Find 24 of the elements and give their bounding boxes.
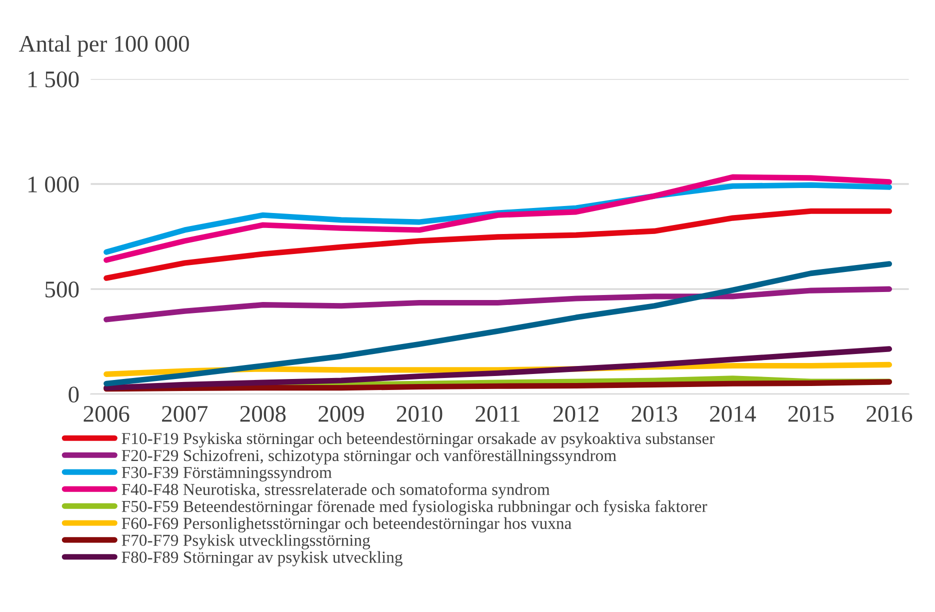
legend-label: F70-F79 Psykisk utvecklingsstörning [122,534,370,550]
x-tick-label: 2006 [84,406,130,422]
x-tick-label: 2011 [476,406,520,422]
x-tick-label: 2007 [162,406,208,422]
y-tick-label: 1 500 [28,71,79,88]
y-axis-title: Antal per 100 000 [18,35,189,57]
legend-label: F60-F69 Personlighetsstörningar och beteendestörningar hos vuxna [122,517,572,532]
y-tick-label: 0 [68,386,79,403]
x-tick-label: 2016 [866,406,912,422]
x-tick-label: 2014 [710,406,756,422]
legend-label: F40-F48 Neurotiska, stressrelaterade och somatoforma syndrom [122,483,550,498]
x-tick-label: 2015 [788,406,834,422]
y-tick-label: 1 000 [28,176,79,192]
legend-label: F10-F19 Psykiska störningar och beteendestörningar orsakade av psykoaktiva substanser [122,432,715,448]
legend-label: F80-F89 Störningar av psykisk utveckling [122,551,402,566]
legend-label: F20-F29 Schizofreni, schizotypa störningar och vanföreställningssyndrom [122,449,616,465]
x-tick-label: 2010 [396,406,442,422]
legend-label: F50-F59 Beteendestörningar förenade med fysiologiska rubbningar och fysiska faktorer [122,500,708,516]
x-tick-label: 2009 [318,406,364,422]
x-tick-label: 2008 [240,406,286,422]
legend-label: F30-F39 Förstämningssyndrom [122,466,332,482]
x-tick-label: 2012 [554,406,598,422]
x-tick-label: 2013 [632,406,678,422]
y-tick-label: 500 [46,282,79,298]
